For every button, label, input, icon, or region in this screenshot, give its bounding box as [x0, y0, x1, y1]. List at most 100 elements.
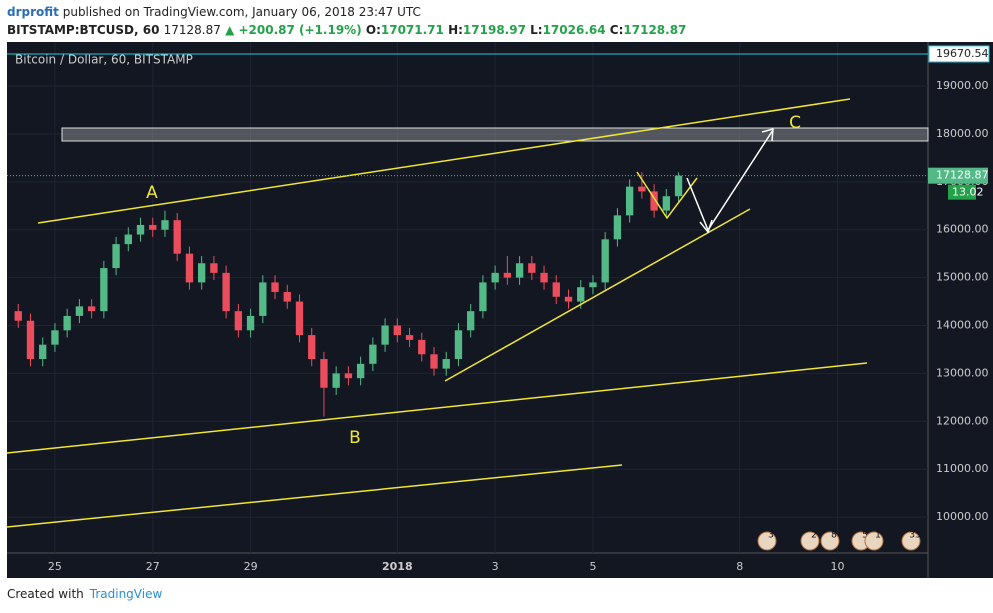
- l-label: L:: [530, 23, 543, 37]
- annotation: B: [349, 428, 361, 448]
- resistance-zone: [61, 127, 929, 142]
- y-tick-label: 13000.00: [936, 366, 989, 379]
- candle-body: [467, 311, 475, 331]
- x-tick-label: 29: [244, 560, 258, 573]
- pattern-line: [636, 171, 698, 220]
- price: 17128.87: [163, 23, 221, 37]
- candle-body: [638, 186, 646, 192]
- candle-body: [271, 282, 279, 292]
- y-tick-label: 12000.00: [936, 414, 989, 427]
- author[interactable]: drprofit: [7, 5, 59, 19]
- arrow-head: [699, 219, 713, 234]
- candle-body: [552, 282, 560, 297]
- candle-body: [234, 311, 243, 331]
- candle-body: [625, 186, 634, 216]
- drawings: [6, 98, 929, 528]
- x-tick-label: 27: [146, 560, 160, 573]
- event-marker: [901, 531, 921, 551]
- high-box: [928, 45, 990, 63]
- candle-body: [185, 253, 194, 283]
- c-label: C:: [609, 23, 624, 37]
- chart: A B C Bitcoin / Dollar, 60, BITSTAMP 100…: [6, 42, 993, 578]
- event-count: 2: [811, 531, 817, 541]
- footer: Created with TradingView: [7, 587, 162, 601]
- trend-line: [6, 464, 623, 528]
- candle-body: [528, 263, 536, 273]
- o-label: O:: [365, 23, 381, 37]
- candle-body: [100, 268, 108, 312]
- change: ▲ +200.87 (+1.19%): [225, 23, 362, 37]
- candle-body: [344, 373, 353, 379]
- y-tick-label: 10000.00: [936, 510, 989, 523]
- candle-body: [75, 306, 84, 316]
- candle-body: [540, 272, 548, 283]
- event-count: 33: [909, 531, 920, 541]
- candle-body: [564, 296, 573, 302]
- annotation: C: [789, 113, 801, 133]
- event-marker: [800, 531, 820, 551]
- candle-body: [356, 363, 365, 379]
- candle-body: [26, 320, 35, 360]
- candle-body: [601, 239, 609, 283]
- candle-body: [405, 335, 414, 340]
- x-tick-label: 2018: [382, 560, 413, 573]
- x-tick-label: 3: [492, 560, 499, 573]
- candle-body: [308, 335, 316, 360]
- h-label: H:: [448, 23, 463, 37]
- candle-body: [442, 359, 450, 369]
- trend-line: [6, 362, 868, 454]
- candle-body: [246, 315, 255, 331]
- candle-body: [124, 234, 132, 245]
- candle-body: [197, 263, 206, 283]
- header: drprofit published on TradingView.com, J…: [7, 3, 686, 39]
- last-price-box: [928, 167, 988, 184]
- y-tick-label: 18000.00: [936, 127, 989, 140]
- candle-body: [14, 311, 22, 321]
- trend-line: [37, 98, 851, 224]
- brand[interactable]: TradingView: [89, 587, 163, 601]
- candle-body: [87, 306, 96, 312]
- candle-body: [662, 196, 670, 211]
- last-price-label: 17128.87: [936, 169, 989, 182]
- candle-body: [613, 215, 622, 240]
- candle-body: [222, 272, 230, 312]
- candle-body: [149, 224, 157, 230]
- candle-body: [332, 373, 340, 388]
- x-tick-label: 8: [736, 560, 743, 573]
- candle-body: [63, 315, 71, 331]
- candle-body: [515, 263, 524, 278]
- candle-body: [430, 354, 438, 369]
- candle-body: [283, 291, 291, 302]
- countdown-box: [948, 184, 976, 200]
- event-marker: [757, 531, 777, 551]
- candle-body: [173, 220, 181, 254]
- candle-body: [210, 263, 218, 273]
- legend: Bitcoin / Dollar, 60, BITSTAMP: [15, 53, 193, 67]
- candle-body: [454, 330, 463, 360]
- annotation: A: [146, 183, 158, 203]
- y-tick-label: 19000.00: [936, 79, 989, 92]
- candle-body: [491, 272, 499, 283]
- x-tick-label: 25: [48, 560, 62, 573]
- event-count: 1: [875, 531, 881, 541]
- candle-body: [381, 325, 389, 345]
- h: 17198.97: [462, 23, 526, 37]
- candle-body: [136, 224, 145, 235]
- chart-background: [7, 42, 993, 578]
- event-count: 3: [768, 531, 774, 541]
- event-marker: [820, 531, 840, 551]
- y-tick-label: 15000.00: [936, 271, 989, 284]
- y-tick-label: 16000.00: [936, 223, 989, 236]
- x-tick-label: 5: [589, 560, 596, 573]
- l: 17026.64: [542, 23, 606, 37]
- candle-body: [503, 272, 512, 278]
- candle-body: [577, 287, 585, 302]
- candle-body: [161, 220, 169, 230]
- candle-body: [418, 339, 426, 355]
- candle-body: [674, 175, 683, 197]
- candle-body: [393, 325, 401, 336]
- candle-body: [369, 344, 377, 364]
- arrow-head: [761, 127, 774, 142]
- candle-body: [259, 282, 267, 316]
- candle-body: [295, 301, 304, 336]
